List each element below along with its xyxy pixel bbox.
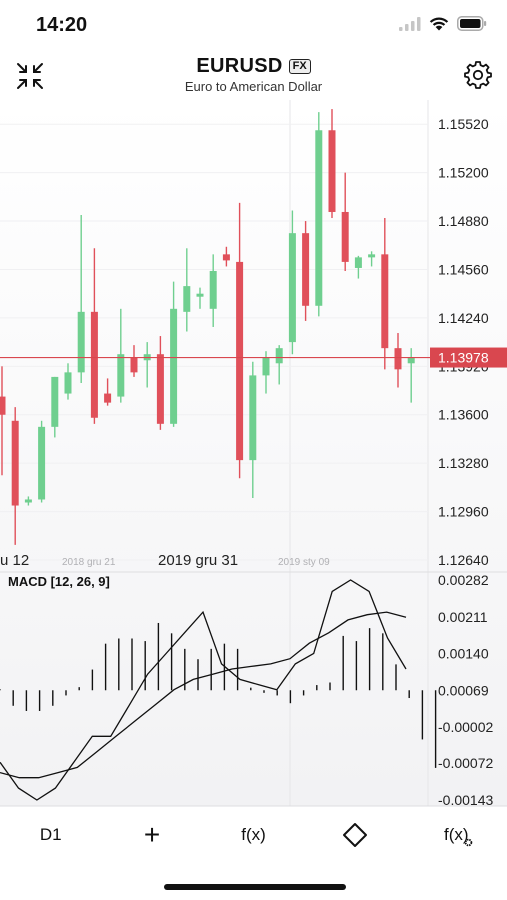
price-axis-label: 1.13280 [438, 455, 489, 471]
macd-axis-label: 0.00211 [438, 609, 488, 625]
candle-body [90, 311, 98, 418]
status-time: 14:20 [36, 14, 88, 36]
signal-icon [399, 16, 421, 31]
gear-icon [464, 61, 492, 89]
candle-body [249, 375, 257, 461]
candle-body [381, 254, 389, 349]
candle-body [183, 286, 191, 312]
candle-body [170, 308, 178, 424]
macd-axis-label: 0.00282 [438, 572, 489, 588]
price-axis-label: 1.13600 [438, 407, 489, 423]
add-button[interactable]: + [101, 810, 202, 860]
candle-body [196, 293, 204, 297]
macd-title: MACD [12, 26, 9] [8, 574, 110, 589]
candle-body [328, 130, 336, 212]
wifi-icon [429, 17, 449, 31]
candle-body [341, 211, 349, 262]
function-settings-label: f(x) [444, 825, 469, 844]
time-axis-label: 2019 sty 09 [278, 557, 330, 568]
small-gear-icon [464, 838, 472, 847]
timeframe-label: D1 [39, 825, 62, 844]
price-axis-label: 1.14240 [438, 310, 489, 326]
collapse-arrows-icon [17, 63, 43, 89]
candle-body [130, 357, 138, 373]
candle-body [222, 254, 230, 261]
chart-area[interactable]: 1.15520 1.15200 1.14880 1.14560 1.14240 1.139… [0, 100, 507, 810]
candle-body [117, 354, 125, 397]
candle-body [394, 348, 402, 370]
function-icon: f(x) [241, 825, 266, 844]
candle-body [24, 499, 32, 503]
diamond-icon [342, 823, 367, 847]
candle-body [64, 372, 72, 394]
home-indicator [164, 884, 346, 890]
price-axis-label: 1.12640 [438, 552, 489, 568]
macd-axis-label: -0.00072 [438, 755, 493, 771]
current-price-tag [430, 347, 507, 368]
market-type-badge: FX [288, 59, 311, 74]
candle-body [275, 348, 283, 364]
price-axis-label: 1.14560 [438, 261, 489, 277]
macd-line [0, 579, 407, 801]
signal-line [0, 611, 407, 779]
candle-body [407, 357, 415, 364]
macd-axis-label: 0.00140 [438, 646, 489, 662]
plus-icon: + [143, 819, 161, 850]
candle-body [262, 357, 270, 376]
candle-body [156, 354, 164, 424]
indicator-settings-button[interactable]: f(x) [406, 810, 507, 860]
candle-body [77, 311, 85, 373]
candle-body [354, 257, 362, 268]
instrument-symbol: EURUSD [196, 55, 283, 77]
candle-body [368, 254, 376, 258]
candle-body [38, 426, 46, 500]
timeframe-button[interactable]: D1 [0, 810, 101, 860]
instrument-title[interactable]: EURUSD FX Euro to American Dollar [0, 55, 507, 94]
battery-icon [457, 16, 487, 31]
price-axis-label: 1.14880 [438, 213, 489, 229]
candle-body [51, 376, 59, 427]
candle-body [302, 233, 310, 306]
settings-button[interactable] [463, 60, 493, 90]
instrument-subtitle: Euro to American Dollar [184, 79, 323, 94]
collapse-button[interactable] [14, 60, 46, 92]
time-axis-label: 2019 gru 31 [158, 552, 238, 569]
candle-body [104, 393, 112, 403]
drawing-tools-button[interactable] [304, 810, 405, 860]
candle-body [288, 233, 296, 343]
candle-body [315, 130, 323, 306]
current-price-label: 1.13978 [438, 350, 489, 366]
chart-header: EURUSD FX Euro to American Dollar [0, 50, 507, 100]
candle-body [11, 420, 19, 506]
status-bar: 14:20 [0, 0, 507, 50]
function-settings-icon: f(x) [444, 825, 472, 847]
bottom-toolbar: D1 + f(x) f(x) [0, 810, 507, 860]
macd-axis-label: 0.00069 [438, 682, 489, 698]
macd-axis-label: -0.00002 [438, 719, 493, 735]
candle-body [209, 270, 217, 309]
indicators-button[interactable]: f(x) [203, 810, 304, 860]
macd-axis-label: -0.00143 [438, 792, 493, 808]
price-axis-label: 1.15200 [438, 165, 489, 181]
candle-body [0, 396, 6, 415]
time-axis-label: 2018 gru 21 [62, 557, 116, 568]
price-chart[interactable]: 1.15520 1.15200 1.14880 1.14560 1.14240 1.139… [0, 100, 507, 810]
time-axis-label: u 12 [0, 552, 29, 569]
price-axis-label: 1.15520 [438, 116, 489, 132]
status-icons [399, 16, 487, 31]
candle-body [236, 261, 244, 461]
price-axis-label: 1.12960 [438, 504, 489, 520]
